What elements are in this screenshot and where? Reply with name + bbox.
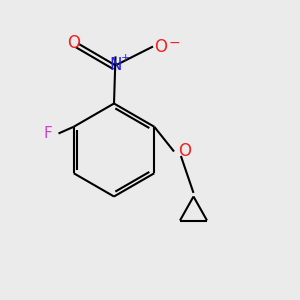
Text: N: N: [109, 56, 122, 74]
Text: O: O: [67, 34, 80, 52]
Text: +: +: [121, 53, 130, 63]
Text: O: O: [178, 142, 191, 160]
Text: O: O: [154, 38, 167, 56]
Text: F: F: [44, 126, 52, 141]
Text: −: −: [169, 36, 181, 50]
